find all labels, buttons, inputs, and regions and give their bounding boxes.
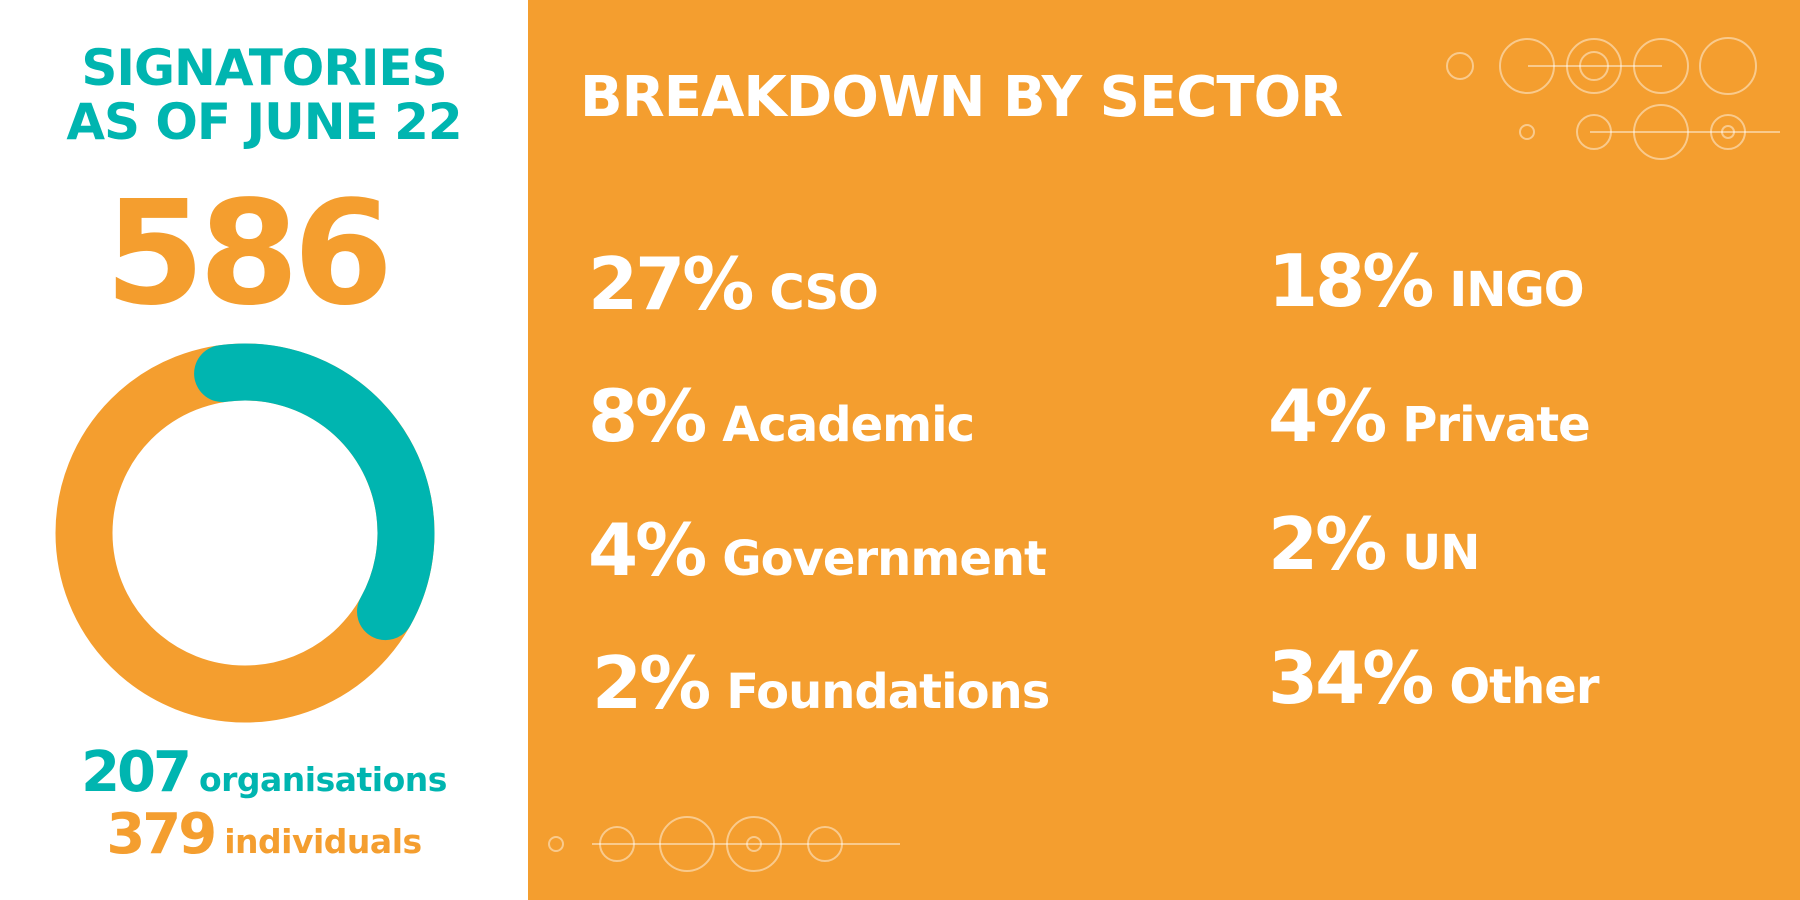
signatories-title-line1: SIGNATORIES (81, 39, 447, 97)
organisations-count: 207 (81, 740, 192, 805)
sector-label: Private (1402, 397, 1590, 453)
donut-segment-organisations (55, 343, 435, 723)
sector-label: Other (1449, 659, 1599, 715)
sector-label: UN (1402, 525, 1480, 581)
sector-pct: 27% (588, 242, 754, 326)
decorative-circles-top (1446, 37, 1780, 160)
signatories-title-line2: AS OF JUNE 22 (66, 93, 462, 151)
sector-item-ingo: 18% INGO (1268, 239, 1585, 323)
sector-item-foundations: 2% Foundations (592, 641, 1050, 725)
sector-pct: 18% (1268, 239, 1434, 323)
sector-item-cso: 27% CSO (588, 242, 879, 326)
sector-label: Academic (722, 397, 975, 453)
organisations-row: 207 organisations (0, 740, 528, 805)
sector-label: Foundations (726, 664, 1050, 720)
sector-label: INGO (1449, 262, 1584, 318)
signatories-panel: SIGNATORIES AS OF JUNE 22 586 207 organis… (0, 0, 528, 900)
sector-item-private: 4% Private (1268, 374, 1591, 458)
sector-pct: 8% (588, 374, 707, 458)
sector-pct: 2% (1268, 502, 1387, 586)
sector-title: BREAKDOWN BY SECTOR (580, 65, 1343, 130)
individuals-label: individuals (224, 822, 422, 861)
individuals-row: 379 individuals (0, 802, 528, 867)
sector-pct: 2% (592, 641, 711, 725)
signatories-donut-chart (55, 343, 435, 723)
sector-label: CSO (769, 265, 878, 321)
sector-label: Government (722, 531, 1047, 587)
signatories-total: 586 (104, 169, 394, 337)
individuals-count: 379 (106, 802, 217, 867)
decorative-circles-bottom (548, 816, 900, 872)
sector-item-other: 34% Other (1268, 636, 1600, 720)
sector-panel: BREAKDOWN BY SECTOR 27% CSO 8% Academic 4%… (528, 0, 1800, 900)
decorative-circles-pattern (548, 37, 1780, 872)
sector-pct: 4% (588, 508, 707, 592)
sector-item-academic: 8% Academic (588, 374, 975, 458)
sector-pct: 34% (1268, 636, 1434, 720)
organisations-label: organisations (198, 760, 447, 799)
sector-item-un: 2% UN (1268, 502, 1480, 586)
sector-pct: 4% (1268, 374, 1387, 458)
sector-item-government: 4% Government (588, 508, 1047, 592)
